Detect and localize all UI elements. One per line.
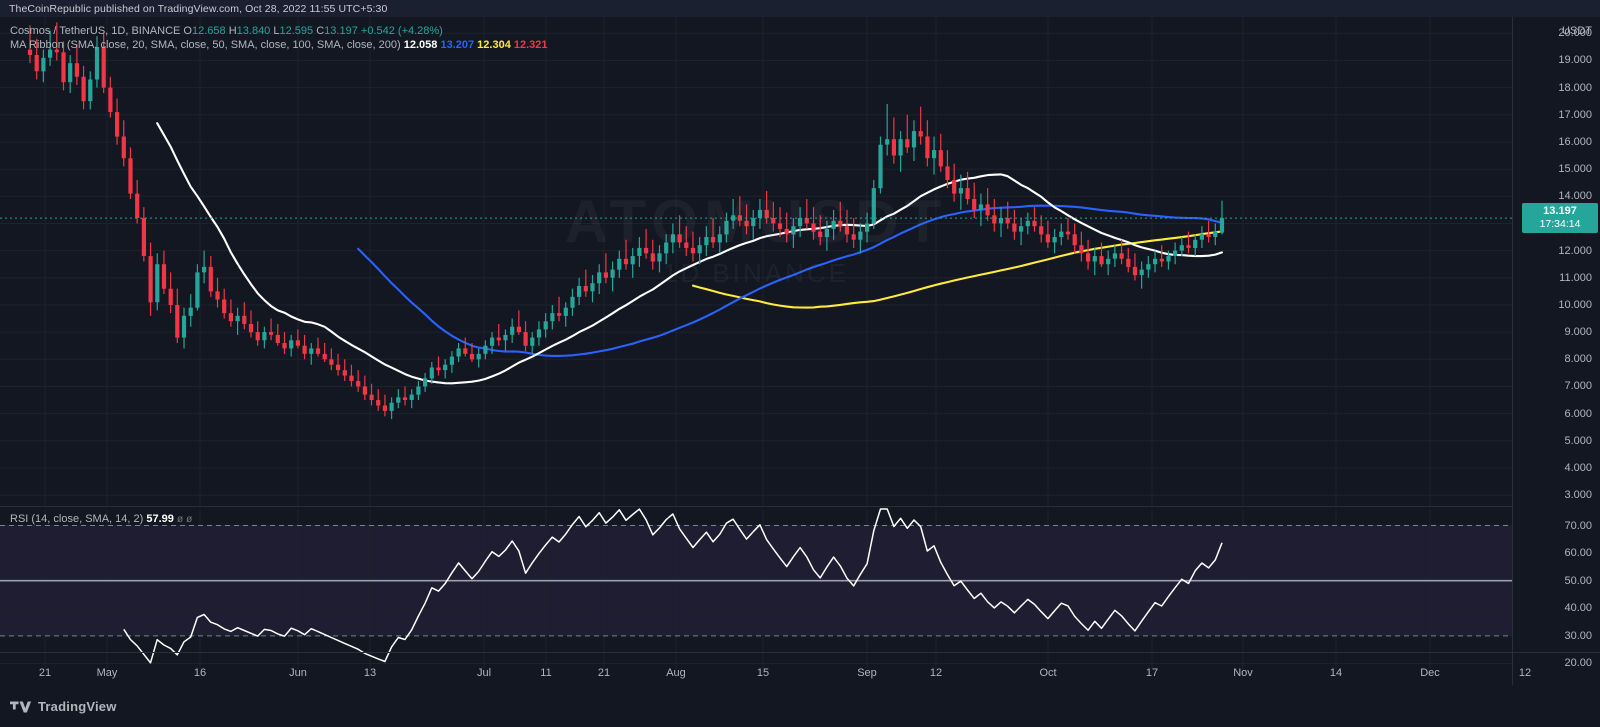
time-tick-label: Sep bbox=[857, 667, 877, 679]
tradingview-logo-icon bbox=[10, 701, 32, 712]
close-value: 13.197 bbox=[324, 25, 358, 37]
price-tick-label: 6.000 bbox=[1564, 407, 1592, 420]
current-price-badge: 13.197 17:34:14 bbox=[1522, 203, 1598, 234]
time-tick-label: 17 bbox=[1145, 667, 1159, 679]
chart-frame: ATOMUSDT 1D BINANCE RSI (14, close, SMA,… bbox=[0, 17, 1600, 685]
time-axis[interactable]: 21 May 16 Jun 13 Jul 11 21 Aug 15 Sep 12 Oct 17 Nov 14 D… bbox=[0, 653, 1600, 685]
rsi-tick-label: 70.00 bbox=[1564, 519, 1592, 532]
open-label: O bbox=[183, 25, 192, 37]
rsi-legend: RSI (14, close, SMA, 14, 2) 57.99 ø ø bbox=[10, 513, 192, 525]
footer: TradingView bbox=[0, 686, 1600, 727]
time-tick-label: 13 bbox=[363, 667, 377, 679]
change-percent: (+4.28%) bbox=[397, 25, 443, 37]
rsi-legend-value: 57.99 bbox=[146, 513, 174, 525]
bar-countdown: 17:34:14 bbox=[1539, 218, 1581, 231]
symbol-legend: Cosmos / TetherUS, 1D, BINANCE O12.658 H… bbox=[10, 25, 443, 38]
rsi-tick-label: 40.00 bbox=[1564, 602, 1592, 615]
time-axis-divider bbox=[0, 652, 1600, 653]
pane-divider bbox=[0, 506, 1512, 507]
attribution-bar: TheCoinRepublic published on TradingView… bbox=[0, 0, 1600, 17]
price-tick-label: 16.000 bbox=[1558, 135, 1592, 148]
price-tick-label: 18.000 bbox=[1558, 81, 1592, 94]
price-tick-label: 20.000 bbox=[1558, 27, 1592, 40]
eye-icon[interactable]: ø bbox=[176, 514, 184, 525]
low-value: 12.595 bbox=[279, 25, 314, 37]
rsi-legend-name: RSI (14, close, SMA, 14, 2) bbox=[10, 513, 144, 525]
time-tick-label: 12 bbox=[1518, 667, 1532, 679]
price-tick-label: 15.000 bbox=[1558, 163, 1592, 176]
price-axis-unit: USDT bbox=[1562, 25, 1592, 37]
price-tick-label: 8.000 bbox=[1564, 353, 1592, 366]
price-axis[interactable]: USDT 20.000 19.000 18.000 17.000 16.000 15.00… bbox=[1513, 17, 1600, 685]
tradingview-brand: TradingView bbox=[38, 699, 117, 714]
time-tick-label: May bbox=[96, 667, 118, 679]
price-tick-label: 9.000 bbox=[1564, 326, 1592, 339]
ma-ribbon-name: MA Ribbon (SMA, close, 20, SMA, close, 5… bbox=[10, 39, 401, 51]
time-tick-label: Jun bbox=[289, 667, 307, 679]
ma50-value: 13.207 bbox=[440, 39, 475, 51]
time-tick-label: 21 bbox=[597, 667, 611, 679]
time-tick-label: 16 bbox=[193, 667, 207, 679]
open-value: 12.658 bbox=[191, 25, 226, 37]
time-tick-label: 11 bbox=[540, 667, 552, 679]
ma20-value: 12.058 bbox=[403, 39, 438, 51]
time-tick-label: 15 bbox=[756, 667, 770, 679]
attribution-text: TheCoinRepublic published on TradingView… bbox=[9, 2, 388, 15]
rsi-tick-label: 60.00 bbox=[1564, 547, 1592, 560]
tradingview-logo[interactable]: TradingView bbox=[10, 699, 117, 714]
change-value: +0.542 bbox=[360, 25, 395, 37]
price-tick-label: 14.000 bbox=[1558, 190, 1592, 203]
time-tick-label: 14 bbox=[1329, 667, 1343, 679]
price-tick-label: 17.000 bbox=[1558, 108, 1592, 121]
price-pane[interactable] bbox=[0, 17, 1512, 506]
rsi-pane[interactable]: RSI (14, close, SMA, 14, 2) 57.99 ø ø bbox=[0, 508, 1512, 669]
rsi-tick-label: 50.00 bbox=[1564, 574, 1592, 587]
high-label: H bbox=[228, 25, 237, 37]
price-tick-label: 12.000 bbox=[1558, 244, 1592, 257]
ma200-value: 12.321 bbox=[513, 39, 548, 51]
price-chart-svg bbox=[0, 17, 1512, 506]
rsi-chart-svg bbox=[0, 508, 1512, 669]
price-tick-label: 4.000 bbox=[1564, 461, 1592, 474]
current-price-value: 13.197 bbox=[1543, 205, 1577, 218]
rsi-tick-label: 20.00 bbox=[1564, 657, 1592, 670]
axis-divider bbox=[1512, 17, 1513, 685]
price-tick-label: 3.000 bbox=[1564, 489, 1592, 502]
ma-ribbon-legend: MA Ribbon (SMA, close, 20, SMA, close, 5… bbox=[10, 39, 548, 52]
price-tick-label: 10.000 bbox=[1558, 298, 1592, 311]
time-tick-label: Oct bbox=[1039, 667, 1057, 679]
low-label: L bbox=[273, 25, 280, 37]
time-tick-label: Aug bbox=[666, 667, 686, 679]
price-tick-label: 19.000 bbox=[1558, 54, 1592, 67]
time-tick-label: Dec bbox=[1420, 667, 1440, 679]
close-label: C bbox=[316, 25, 325, 37]
high-value: 13.840 bbox=[236, 25, 271, 37]
time-tick-label: Jul bbox=[476, 667, 492, 679]
time-tick-label: 12 bbox=[929, 667, 943, 679]
plot-area[interactable]: ATOMUSDT 1D BINANCE RSI (14, close, SMA,… bbox=[0, 17, 1512, 685]
settings-icon[interactable]: ø bbox=[186, 514, 193, 525]
rsi-tick-label: 30.00 bbox=[1564, 629, 1592, 642]
symbol-title: Cosmos / TetherUS, 1D, BINANCE bbox=[10, 25, 181, 37]
time-tick-label: 21 bbox=[38, 667, 52, 679]
ma100-value: 12.304 bbox=[477, 39, 511, 51]
price-tick-label: 5.000 bbox=[1564, 434, 1592, 447]
time-tick-label: Nov bbox=[1233, 667, 1253, 679]
price-tick-label: 7.000 bbox=[1564, 380, 1592, 393]
price-tick-label: 11.000 bbox=[1559, 271, 1592, 284]
